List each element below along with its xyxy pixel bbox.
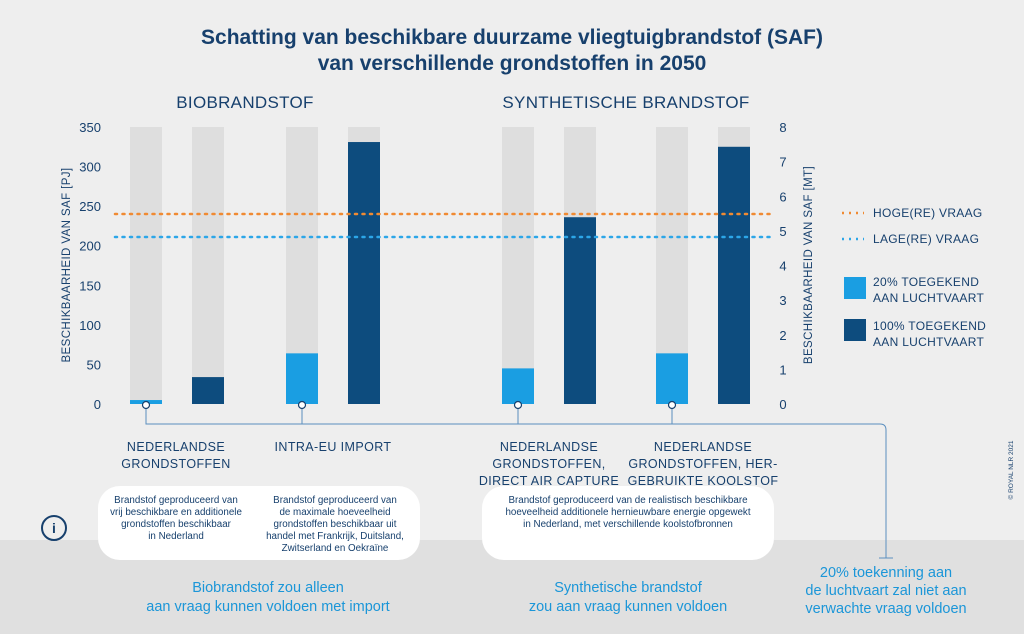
y-tick-left-5: 250 bbox=[79, 199, 101, 214]
y-tick-right-3: 3 bbox=[779, 293, 786, 308]
category-label-3-line2: GRONDSTOFFEN, HER- bbox=[628, 457, 777, 471]
bar-bg-2-0 bbox=[502, 127, 534, 404]
y-tick-left-2: 100 bbox=[79, 318, 101, 333]
connector-dots bbox=[141, 400, 677, 410]
conclusion-2-line3: verwachte vraag voldoen bbox=[805, 601, 966, 617]
category-label-0-line2: GRONDSTOFFEN bbox=[121, 457, 230, 471]
y-tick-left-1: 50 bbox=[87, 357, 101, 372]
bar-bg-0-1 bbox=[192, 127, 224, 404]
category-labels: NEDERLANDSE GRONDSTOFFEN INTRA-EU IMPORT… bbox=[121, 440, 778, 488]
legend-100-line1: 100% TOEGEKEND bbox=[873, 319, 986, 333]
y-tick-right-2: 2 bbox=[779, 328, 786, 343]
y-tick-right-5: 5 bbox=[779, 224, 786, 239]
y-tick-left-4: 200 bbox=[79, 239, 101, 254]
y-tick-left-0: 0 bbox=[94, 397, 101, 412]
description-2-line1: Brandstof geproduceerd van de realistisc… bbox=[508, 495, 748, 506]
bar-0-1 bbox=[192, 377, 224, 404]
y-tick-left-3: 150 bbox=[79, 278, 101, 293]
conclusion-0-line1: Biobrandstof zou alleen bbox=[192, 580, 344, 596]
category-label-2-line1: NEDERLANDSE bbox=[500, 440, 598, 454]
bar-bg-0-0 bbox=[130, 127, 162, 404]
description-2-line2: hoeveelheid additionele hernieuwbare ene… bbox=[505, 507, 750, 518]
y-tick-left-7: 350 bbox=[79, 120, 101, 135]
group-title-bio: BIOBRANDSTOF bbox=[176, 93, 313, 112]
conclusion-2-line2: de luchtvaart zal niet aan bbox=[805, 583, 966, 599]
description-1-line4: handel met Frankrijk, Duitsland, bbox=[266, 531, 404, 542]
y-axis-ticks-right: 0 1 2 3 4 5 6 7 8 bbox=[779, 120, 786, 412]
bar-1-0 bbox=[286, 353, 318, 404]
bar-3-1 bbox=[718, 146, 750, 405]
description-0-line3: grondstoffen beschikbaar bbox=[121, 519, 232, 530]
dot-dac bbox=[513, 400, 523, 410]
conclusion-1-line2: zou aan vraag kunnen voldoen bbox=[529, 599, 727, 615]
bar-3-0 bbox=[656, 353, 688, 404]
info-icon-glyph: i bbox=[52, 520, 56, 536]
description-1-line2: de maximale hoeveelheid bbox=[279, 507, 390, 518]
bar-2-0 bbox=[502, 368, 534, 404]
description-0-line4: in Nederland bbox=[148, 531, 204, 542]
y-tick-right-1: 1 bbox=[779, 362, 786, 377]
y-axis-label-left: BESCHIKBAARHEID VAN SAF [PJ] bbox=[61, 167, 73, 362]
y-tick-right-4: 4 bbox=[779, 259, 786, 274]
bar-2-1 bbox=[564, 217, 596, 404]
conclusion-0-line2: aan vraag kunnen voldoen met import bbox=[146, 599, 389, 615]
info-icon-circle bbox=[41, 515, 67, 541]
title-line-1: Schatting van beschikbare duurzame vlieg… bbox=[201, 26, 823, 49]
description-1-line5: Zwitserland en Oekraïne bbox=[282, 543, 389, 554]
legend-20-swatch bbox=[844, 277, 866, 299]
category-label-0-line1: NEDERLANDSE bbox=[127, 440, 225, 454]
y-axis-label-right: BESCHIKBAARHEID VAN SAF [MT] bbox=[803, 166, 815, 364]
descriptions: Brandstof geproduceerd van vrij beschikb… bbox=[110, 495, 751, 554]
legend-high-label: HOGE(RE) VRAAG bbox=[873, 206, 983, 220]
y-tick-right-8: 8 bbox=[779, 120, 786, 135]
legend-20-line2: AAN LUCHTVAART bbox=[873, 291, 984, 305]
category-label-3-line1: NEDERLANDSE bbox=[654, 440, 752, 454]
category-label-3-line3: GEBRUIKTE KOOLSTOF bbox=[628, 474, 779, 488]
conclusions: Biobrandstof zou alleen aan vraag kunnen… bbox=[146, 565, 966, 617]
y-axis-ticks-left: 0 50 100 150 200 250 300 350 bbox=[79, 120, 101, 412]
info-icon[interactable]: i bbox=[41, 515, 67, 541]
title-line-2: van verschillende grondstoffen in 2050 bbox=[318, 52, 707, 75]
legend: HOGE(RE) VRAAG LAGE(RE) VRAAG 20% TOEGEK… bbox=[842, 206, 986, 349]
dot-intra-eu bbox=[297, 400, 307, 410]
bar-1-1 bbox=[348, 142, 380, 404]
bottom-band bbox=[0, 486, 1024, 634]
legend-100-swatch bbox=[844, 319, 866, 341]
legend-low-label: LAGE(RE) VRAAG bbox=[873, 232, 979, 246]
description-box-right bbox=[482, 486, 774, 560]
group-title-synthetic: SYNTHETISCHE BRANDSTOF bbox=[502, 93, 749, 112]
y-tick-right-6: 6 bbox=[779, 189, 786, 204]
dot-nl-bio bbox=[141, 400, 151, 410]
dot-reuse bbox=[667, 400, 677, 410]
y-tick-right-7: 7 bbox=[779, 155, 786, 170]
description-box-left bbox=[98, 486, 420, 560]
description-1-line1: Brandstof geproduceerd van bbox=[273, 495, 397, 506]
description-1-line3: grondstoffen beschikbaar uit bbox=[274, 519, 397, 530]
category-label-1-line1: INTRA-EU IMPORT bbox=[275, 440, 392, 454]
conclusion-2-line1: 20% toekenning aan bbox=[820, 565, 952, 581]
legend-100-line2: AAN LUCHTVAART bbox=[873, 335, 984, 349]
bars bbox=[130, 127, 750, 405]
description-0-line2: vrij beschikbare en additionele bbox=[110, 507, 242, 518]
y-tick-left-6: 300 bbox=[79, 160, 101, 175]
category-label-2-line3: DIRECT AIR CAPTURE bbox=[479, 474, 619, 488]
description-0-line1: Brandstof geproduceerd van bbox=[114, 495, 238, 506]
description-2-line3: in Nederland, met verschillende koolstof… bbox=[523, 519, 733, 530]
connector-main bbox=[145, 405, 887, 558]
legend-20-line1: 20% TOEGEKEND bbox=[873, 275, 979, 289]
y-tick-right-0: 0 bbox=[779, 397, 786, 412]
conclusion-1-line1: Synthetische brandstof bbox=[554, 580, 702, 596]
credit: © ROYAL NLR 2021 bbox=[1007, 440, 1015, 499]
category-label-2-line2: GRONDSTOFFEN, bbox=[492, 457, 605, 471]
